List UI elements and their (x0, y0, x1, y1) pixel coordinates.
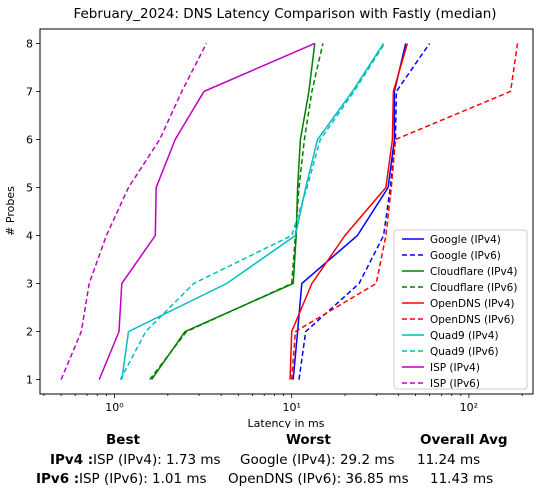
x-axis-ticks: 10⁰ 10¹ 10² (43, 394, 523, 414)
series-line-isp-ipv6 (60, 43, 208, 380)
series-layer (60, 42, 519, 381)
y-tick-label: 3 (26, 278, 33, 291)
chart: February_2024: DNS Latency Comparison wi… (4, 6, 534, 428)
y-tick-label: 6 (26, 133, 33, 146)
summary-ipv6-worst: OpenDNS (IPv6): 36.85 ms (228, 471, 409, 487)
summary-header-best: Best (106, 432, 140, 448)
series-line-google-ipv6 (298, 42, 431, 380)
summary-table: Best Worst Overall Avg IPv4 : ISP (IPv4)… (0, 428, 541, 496)
y-tick-label: 2 (26, 326, 33, 339)
y-axis-ticks: 1 2 3 4 5 6 7 8 (26, 37, 40, 387)
legend-label-isp-ipv4: ISP (IPv4) (430, 362, 480, 374)
y-axis-label: # Probes (4, 186, 17, 236)
legend-label-isp-ipv6: ISP (IPv6) (430, 378, 480, 390)
summary-ipv6-best: ISP (IPv6): 1.01 ms (79, 471, 207, 487)
legend-label-opendns-ipv6: OpenDNS (IPv6) (430, 314, 515, 326)
x-tick-label: 10² (460, 401, 478, 414)
summary-header-worst: Worst (286, 432, 331, 448)
series-line-quad9-ipv4 (121, 42, 385, 380)
legend-label-cloudflare-ipv4: Cloudflare (IPv4) (430, 266, 517, 278)
legend-label-quad9-ipv4: Quad9 (IPv4) (430, 330, 499, 342)
chart-title: February_2024: DNS Latency Comparison wi… (73, 6, 496, 22)
series-line-cloudflare-ipv6 (149, 43, 324, 381)
series-line-isp-ipv4 (98, 42, 316, 380)
x-tick-label: 10¹ (282, 401, 300, 414)
summary-header-avg: Overall Avg (420, 432, 508, 448)
series-line-google-ipv4 (292, 43, 407, 380)
x-tick-label: 10⁰ (105, 401, 124, 414)
summary-ipv4-avg: 11.24 ms (417, 452, 481, 468)
series-line-opendns-ipv4 (289, 43, 409, 380)
summary-ipv4-worst: Google (IPv4): 29.2 ms (240, 452, 395, 468)
legend-label-quad9-ipv6: Quad9 (IPv6) (430, 346, 499, 358)
legend-frame (393, 229, 528, 390)
summary-ipv4-best: ISP (IPv4): 1.73 ms (93, 452, 221, 468)
legend-label-opendns-ipv4: OpenDNS (IPv4) (430, 298, 515, 310)
plot-area (39, 28, 534, 395)
y-tick-label: 4 (26, 230, 33, 243)
legend-label-google-ipv6: Google (IPv6) (430, 250, 501, 262)
series-line-quad9-ipv6 (119, 42, 386, 380)
legend-label-cloudflare-ipv6: Cloudflare (IPv6) (430, 282, 517, 294)
y-tick-label: 7 (26, 85, 33, 98)
y-tick-label: 1 (26, 374, 33, 387)
y-tick-label: 8 (26, 37, 33, 50)
summary-ipv4-label: IPv4 : (50, 452, 94, 468)
summary-ipv6-avg: 11.43 ms (430, 471, 494, 487)
x-axis-label: Latency in ms (248, 417, 325, 428)
legend-label-google-ipv4: Google (IPv4) (430, 234, 501, 246)
summary-ipv6-label: IPv6 : (36, 471, 80, 487)
legend: Google (IPv4) Google (IPv6) Cloudflare (IP… (393, 229, 528, 390)
series-line-cloudflare-ipv4 (150, 43, 316, 381)
y-tick-label: 5 (26, 181, 33, 194)
